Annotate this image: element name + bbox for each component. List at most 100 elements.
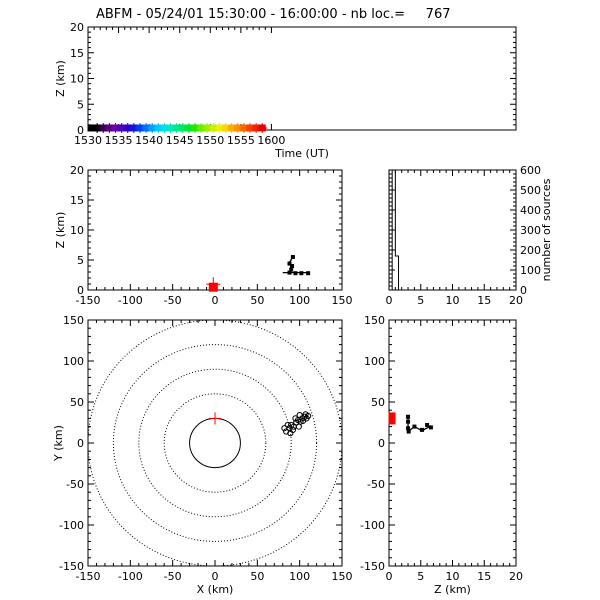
x-tick-label: -100 — [118, 294, 143, 307]
y-tick-label: 15 — [70, 194, 84, 207]
y-tick-label: 20 — [70, 164, 84, 177]
station-marker — [388, 412, 396, 425]
x-tick-label: 15 — [477, 570, 491, 583]
y-tick-label: 400 — [520, 204, 541, 217]
y-tick-label: 100 — [63, 355, 84, 368]
figure-title: ABFM - 05/24/01 15:30:00 - 16:00:00 - nb… — [96, 7, 451, 22]
y-tick-label: -50 — [66, 478, 84, 491]
plan-view-panel: -150 -100 -50 0 50 100 150 -150 -100 -50 0 50 100 150… — [52, 314, 353, 596]
source-point — [299, 271, 304, 276]
range-ring — [189, 417, 241, 469]
source-point — [406, 429, 411, 434]
x-tick-label: -50 — [164, 294, 182, 307]
x-tick-label: 1555 — [227, 134, 255, 147]
x-axis-label: Z (km) — [434, 583, 471, 596]
source-point — [293, 271, 298, 276]
x-tick-label: 100 — [289, 294, 310, 307]
x-tick-label: 50 — [250, 294, 264, 307]
x-tick-label: 50 — [250, 570, 264, 583]
x-tick-label: 20 — [509, 570, 523, 583]
time-point-cross — [257, 122, 268, 133]
source-point — [412, 424, 417, 429]
range-ring — [163, 393, 267, 493]
y-tick-label: 100 — [520, 264, 541, 277]
station-marker — [87, 124, 95, 132]
x-tick-label: -150 — [76, 294, 101, 307]
y-tick-label: 100 — [364, 355, 385, 368]
source-point — [406, 414, 411, 419]
y-axis-label: Z (km) — [54, 60, 67, 97]
x-tick-label: 15 — [477, 294, 491, 307]
y-tick-label: 300 — [520, 224, 541, 237]
y-tick-label: 150 — [364, 314, 385, 327]
y-tick-label: 0 — [77, 437, 84, 450]
station-cross — [206, 277, 221, 292]
plot-frame — [87, 26, 517, 131]
station-marker — [209, 412, 221, 425]
x-tick-label: 150 — [332, 294, 353, 307]
y-axis-label: number of sources — [540, 178, 553, 281]
y-tick-label: 0 — [378, 437, 385, 450]
source-point — [287, 430, 294, 437]
x-tick-label: 1540 — [135, 134, 163, 147]
source-point — [425, 422, 430, 427]
x-tick-label: 100 — [289, 570, 310, 583]
x-tick-label: 10 — [446, 294, 460, 307]
source-point — [296, 412, 303, 419]
source-point — [290, 255, 295, 259]
x-tick-label: 0 — [212, 570, 219, 583]
source-point — [281, 425, 288, 432]
source-point — [287, 270, 292, 275]
x-axis-label: Time (UT) — [274, 147, 329, 160]
y-tick-label: 5 — [77, 98, 84, 111]
x-tick-label: 1535 — [105, 134, 133, 147]
y-axis-label: Z (km) — [54, 212, 67, 249]
x-tick-label: 10 — [446, 570, 460, 583]
source-point — [292, 415, 299, 422]
x-height-panel: -150 -100 -50 0 50 100 150 0 5 10 15 20 Z (km) — [54, 164, 353, 307]
source-point — [284, 421, 291, 429]
x-tick-label: 0 — [386, 294, 393, 307]
x-tick-label: 1530 — [74, 134, 102, 147]
y-tick-label: 500 — [520, 184, 541, 197]
y-tick-label: -100 — [360, 519, 385, 532]
x-tick-label: 1550 — [196, 134, 224, 147]
y-tick-label: 50 — [371, 396, 385, 409]
x-tick-label: 1545 — [166, 134, 194, 147]
x-tick-label: -50 — [164, 570, 182, 583]
y-tick-label: 5 — [77, 254, 84, 267]
range-ring — [88, 320, 342, 566]
time-height-panel: 1530 1535 1540 1545 1550 1555 1600 0 5 10 15 20 Time… — [54, 21, 517, 160]
y-tick-label: -150 — [59, 560, 84, 573]
y-tick-label: -50 — [367, 478, 385, 491]
y-tick-label: 600 — [520, 164, 541, 177]
source-point — [306, 271, 311, 276]
x-tick-label: -150 — [76, 570, 101, 583]
plot-frame — [388, 319, 517, 567]
source-point — [295, 423, 302, 430]
x-tick-label: 5 — [417, 294, 424, 307]
height-y-panel: 0 5 10 15 20 -150 -100 -50 0 50 100 150 Z (km) — [360, 314, 523, 596]
source-point — [289, 267, 294, 272]
y-tick-label: -100 — [59, 519, 84, 532]
source-point — [290, 264, 295, 268]
x-axis-label: X (km) — [197, 583, 234, 596]
y-tick-label: 0 — [77, 284, 84, 297]
histogram-line — [389, 169, 516, 291]
plot-frame — [388, 169, 517, 291]
y-tick-label: 10 — [70, 224, 84, 237]
plot-frame — [87, 319, 343, 567]
x-tick-label: 1600 — [257, 134, 285, 147]
y-tick-label: 50 — [70, 396, 84, 409]
source-point — [428, 425, 433, 430]
y-tick-label: 150 — [63, 314, 84, 327]
range-ring — [138, 368, 292, 518]
y-tick-label: 0 — [520, 284, 527, 297]
source-point — [406, 426, 411, 431]
x-tick-label: 5 — [417, 570, 424, 583]
y-tick-label: 20 — [70, 21, 84, 34]
x-tick-label: -100 — [118, 570, 143, 583]
source-point — [406, 419, 411, 424]
